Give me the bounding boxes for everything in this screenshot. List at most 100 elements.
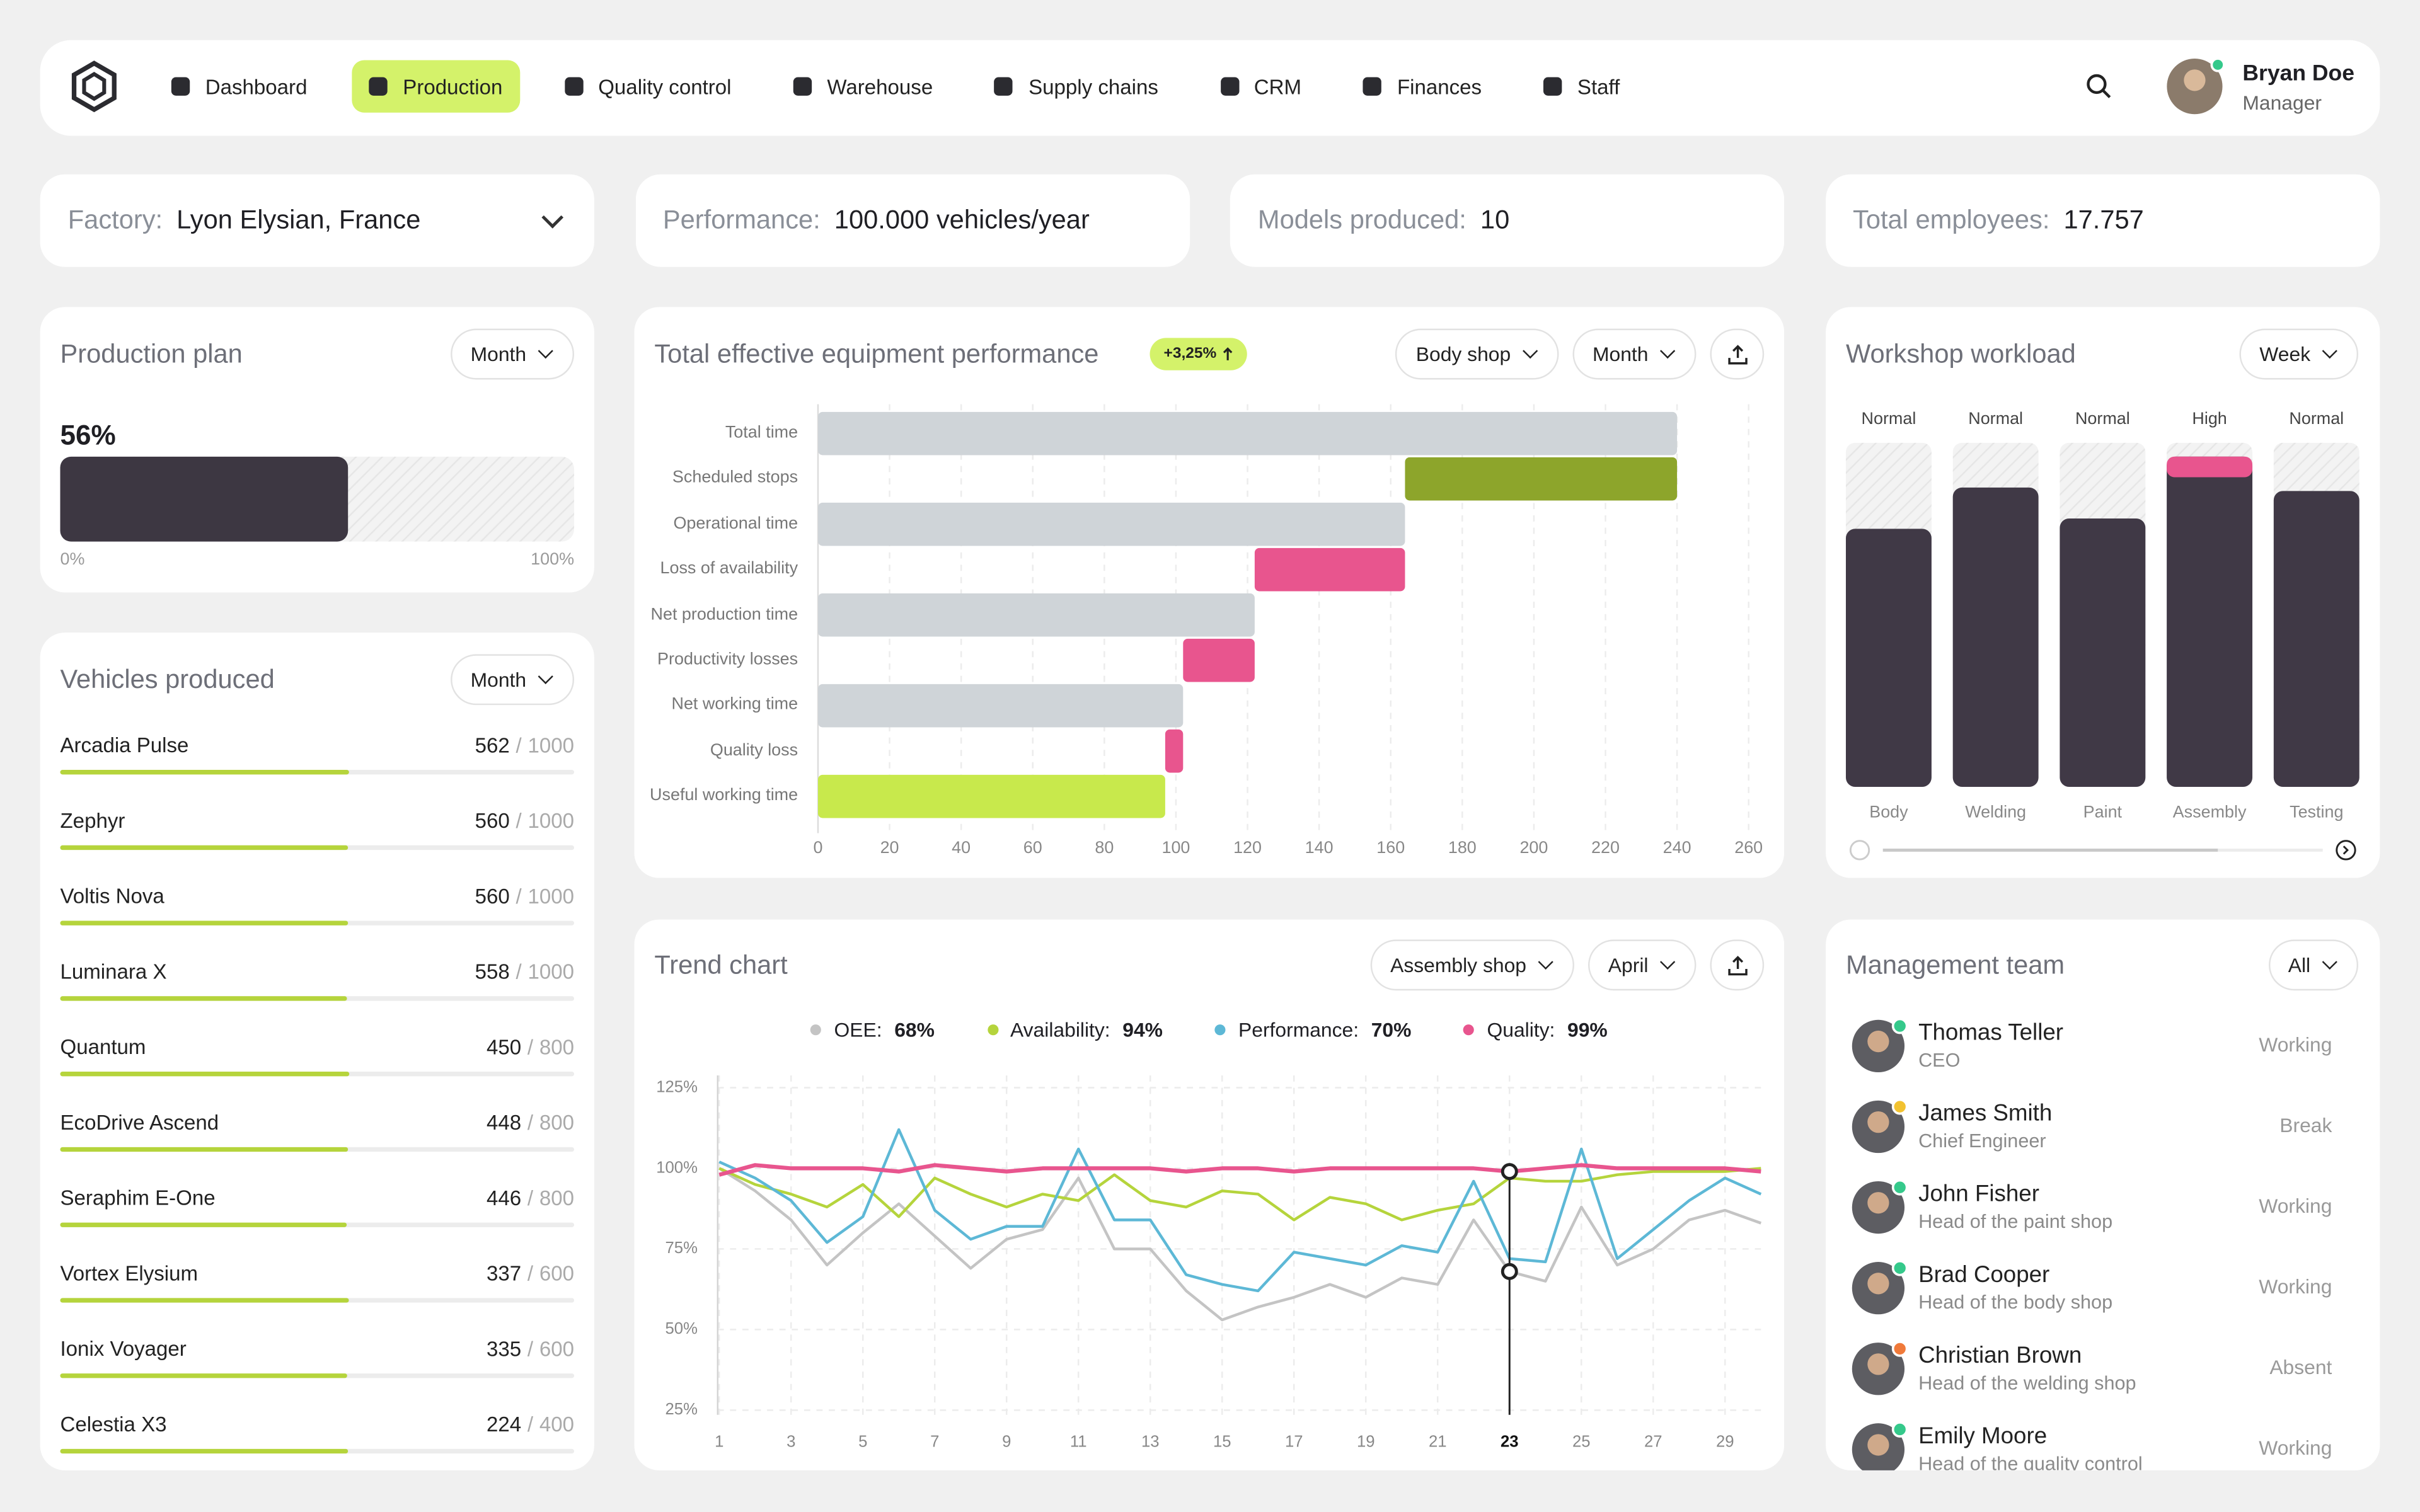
upload-button[interactable] [1710,328,1765,380]
upload-icon [1727,954,1747,975]
stat-card: Models produced: 10 [1230,174,1785,267]
progress-value: 56% [60,420,116,451]
nav-icon [793,77,812,96]
upload-icon [1727,344,1747,364]
toolbar: Month [450,328,575,380]
arrow-up [1223,347,1233,360]
legend-item[interactable]: Quality: 99% [1463,1018,1608,1042]
nav-label: Dashboard [205,74,308,98]
upload-button[interactable] [1710,939,1765,991]
nav-item[interactable]: Staff [1526,60,1637,113]
filter-dropdown[interactable]: All [2267,939,2359,991]
toolbar: Week [2239,328,2359,380]
y-category-label: Net production time [650,605,798,624]
nav-item[interactable]: Quality control [547,60,748,113]
nav-label: Supply chains [1028,74,1158,98]
trend-badge: +3,25% [1150,338,1248,370]
legend-value: 94% [1122,1018,1163,1042]
y-category-label: Operational time [673,514,798,533]
nav-icon [1219,77,1239,96]
legend-item[interactable]: Performance: 70% [1215,1018,1411,1041]
dropdown-chevron [541,205,564,228]
nav-label: CRM [1253,74,1302,98]
nav-label: Finances [1397,74,1482,98]
legend-item[interactable]: Availability: 94% [987,1018,1163,1041]
legend-value: 70% [1371,1018,1412,1042]
user-avatar[interactable] [2165,57,2227,119]
filter-dropdown[interactable]: April [1587,939,1697,991]
toolbar: Month [450,654,575,706]
card-title: Workshop workload [1845,339,2076,369]
card-title: Production plan [60,339,243,369]
user-role: Manager [2242,91,2322,115]
nav-item[interactable]: Production [352,60,520,113]
legend: OEE: 68% Availability: 94% Performance: 70% Qu… [635,1018,1784,1041]
legend-item[interactable]: OEE: 68% [810,1018,935,1042]
stat-value: 10 [1480,205,1510,235]
nav-label: Quality control [598,74,732,98]
nav-label: Production [403,74,503,98]
card-title: Vehicles produced [60,665,275,695]
stat-value: 100.000 vehicles/year [834,205,1090,235]
filter-dropdown[interactable]: Month [1572,328,1697,380]
legend-name: Performance: [1238,1018,1359,1042]
nav-item[interactable]: Supply chains [977,60,1175,113]
toolbar: Body shop Month [1395,328,1765,380]
filter-dropdown[interactable]: Week [2239,328,2359,380]
equipment-card [634,307,1785,878]
nav-icon [1543,77,1562,96]
stat-label: Performance: [662,205,821,235]
legend-dot [987,1024,998,1036]
toolbar: All [2267,939,2359,991]
stat-value: 17.757 [2063,205,2144,235]
nav-icon [564,77,583,96]
legend-name: OEE: [834,1018,882,1042]
nav-icon [171,77,190,96]
y-category-label: Loss of availability [660,559,798,578]
nav-label: Staff [1577,74,1620,98]
nav-label: Warehouse [827,74,933,98]
stat-card: Total employees: 17.757 [1824,174,2380,267]
legend-dot [1463,1024,1475,1036]
y-category-label: Net working time [671,696,798,714]
filter-dropdown[interactable]: Body shop [1395,328,1559,380]
workload-card [1826,307,2380,878]
card-title: Total effective equipment performance [654,339,1099,369]
stat-label: Total employees: [1852,205,2050,235]
y-category-label: Total time [725,423,798,442]
nav-menu: Dashboard Production Quality control Wareho… [154,60,1637,113]
y-category-label: Quality loss [710,741,798,760]
legend-value: 99% [1567,1018,1608,1042]
legend-dot [810,1024,822,1036]
team-card [1826,919,2380,1470]
filter-dropdown[interactable]: Month [450,654,575,706]
nav-item[interactable]: CRM [1203,60,1318,113]
nav-item[interactable]: Finances [1346,60,1499,113]
legend-name: Availability: [1010,1018,1110,1042]
nav-item[interactable]: Warehouse [776,60,950,113]
stat-label: Models produced: [1257,205,1466,235]
search-icon[interactable] [2085,72,2113,100]
badge-text: +3,25% [1163,345,1217,363]
card-title: Management team [1845,950,2065,980]
y-category-label: Scheduled stops [672,469,798,488]
filter-dropdown[interactable]: Assembly shop [1370,939,1574,991]
toolbar: Assembly shop April [1370,939,1765,991]
y-category-label: Useful working time [650,786,798,805]
card-title: Trend chart [654,950,788,980]
y-category-label: Productivity losses [657,650,798,669]
nav-icon [369,77,388,96]
vehicles-card [40,633,594,1470]
legend-dot [1215,1024,1226,1036]
logo[interactable] [68,60,120,113]
nav-icon [994,77,1013,96]
legend-value: 68% [894,1018,935,1042]
user-name: Bryan Doe [2242,61,2354,87]
nav-item[interactable]: Dashboard [154,60,325,113]
legend-name: Quality: [1487,1018,1555,1042]
filter-dropdown[interactable]: Month [450,328,575,380]
trend-card [634,919,1785,1470]
nav-icon [1363,77,1382,96]
stat-card[interactable]: Factory: Lyon Elysian, France [40,174,594,267]
